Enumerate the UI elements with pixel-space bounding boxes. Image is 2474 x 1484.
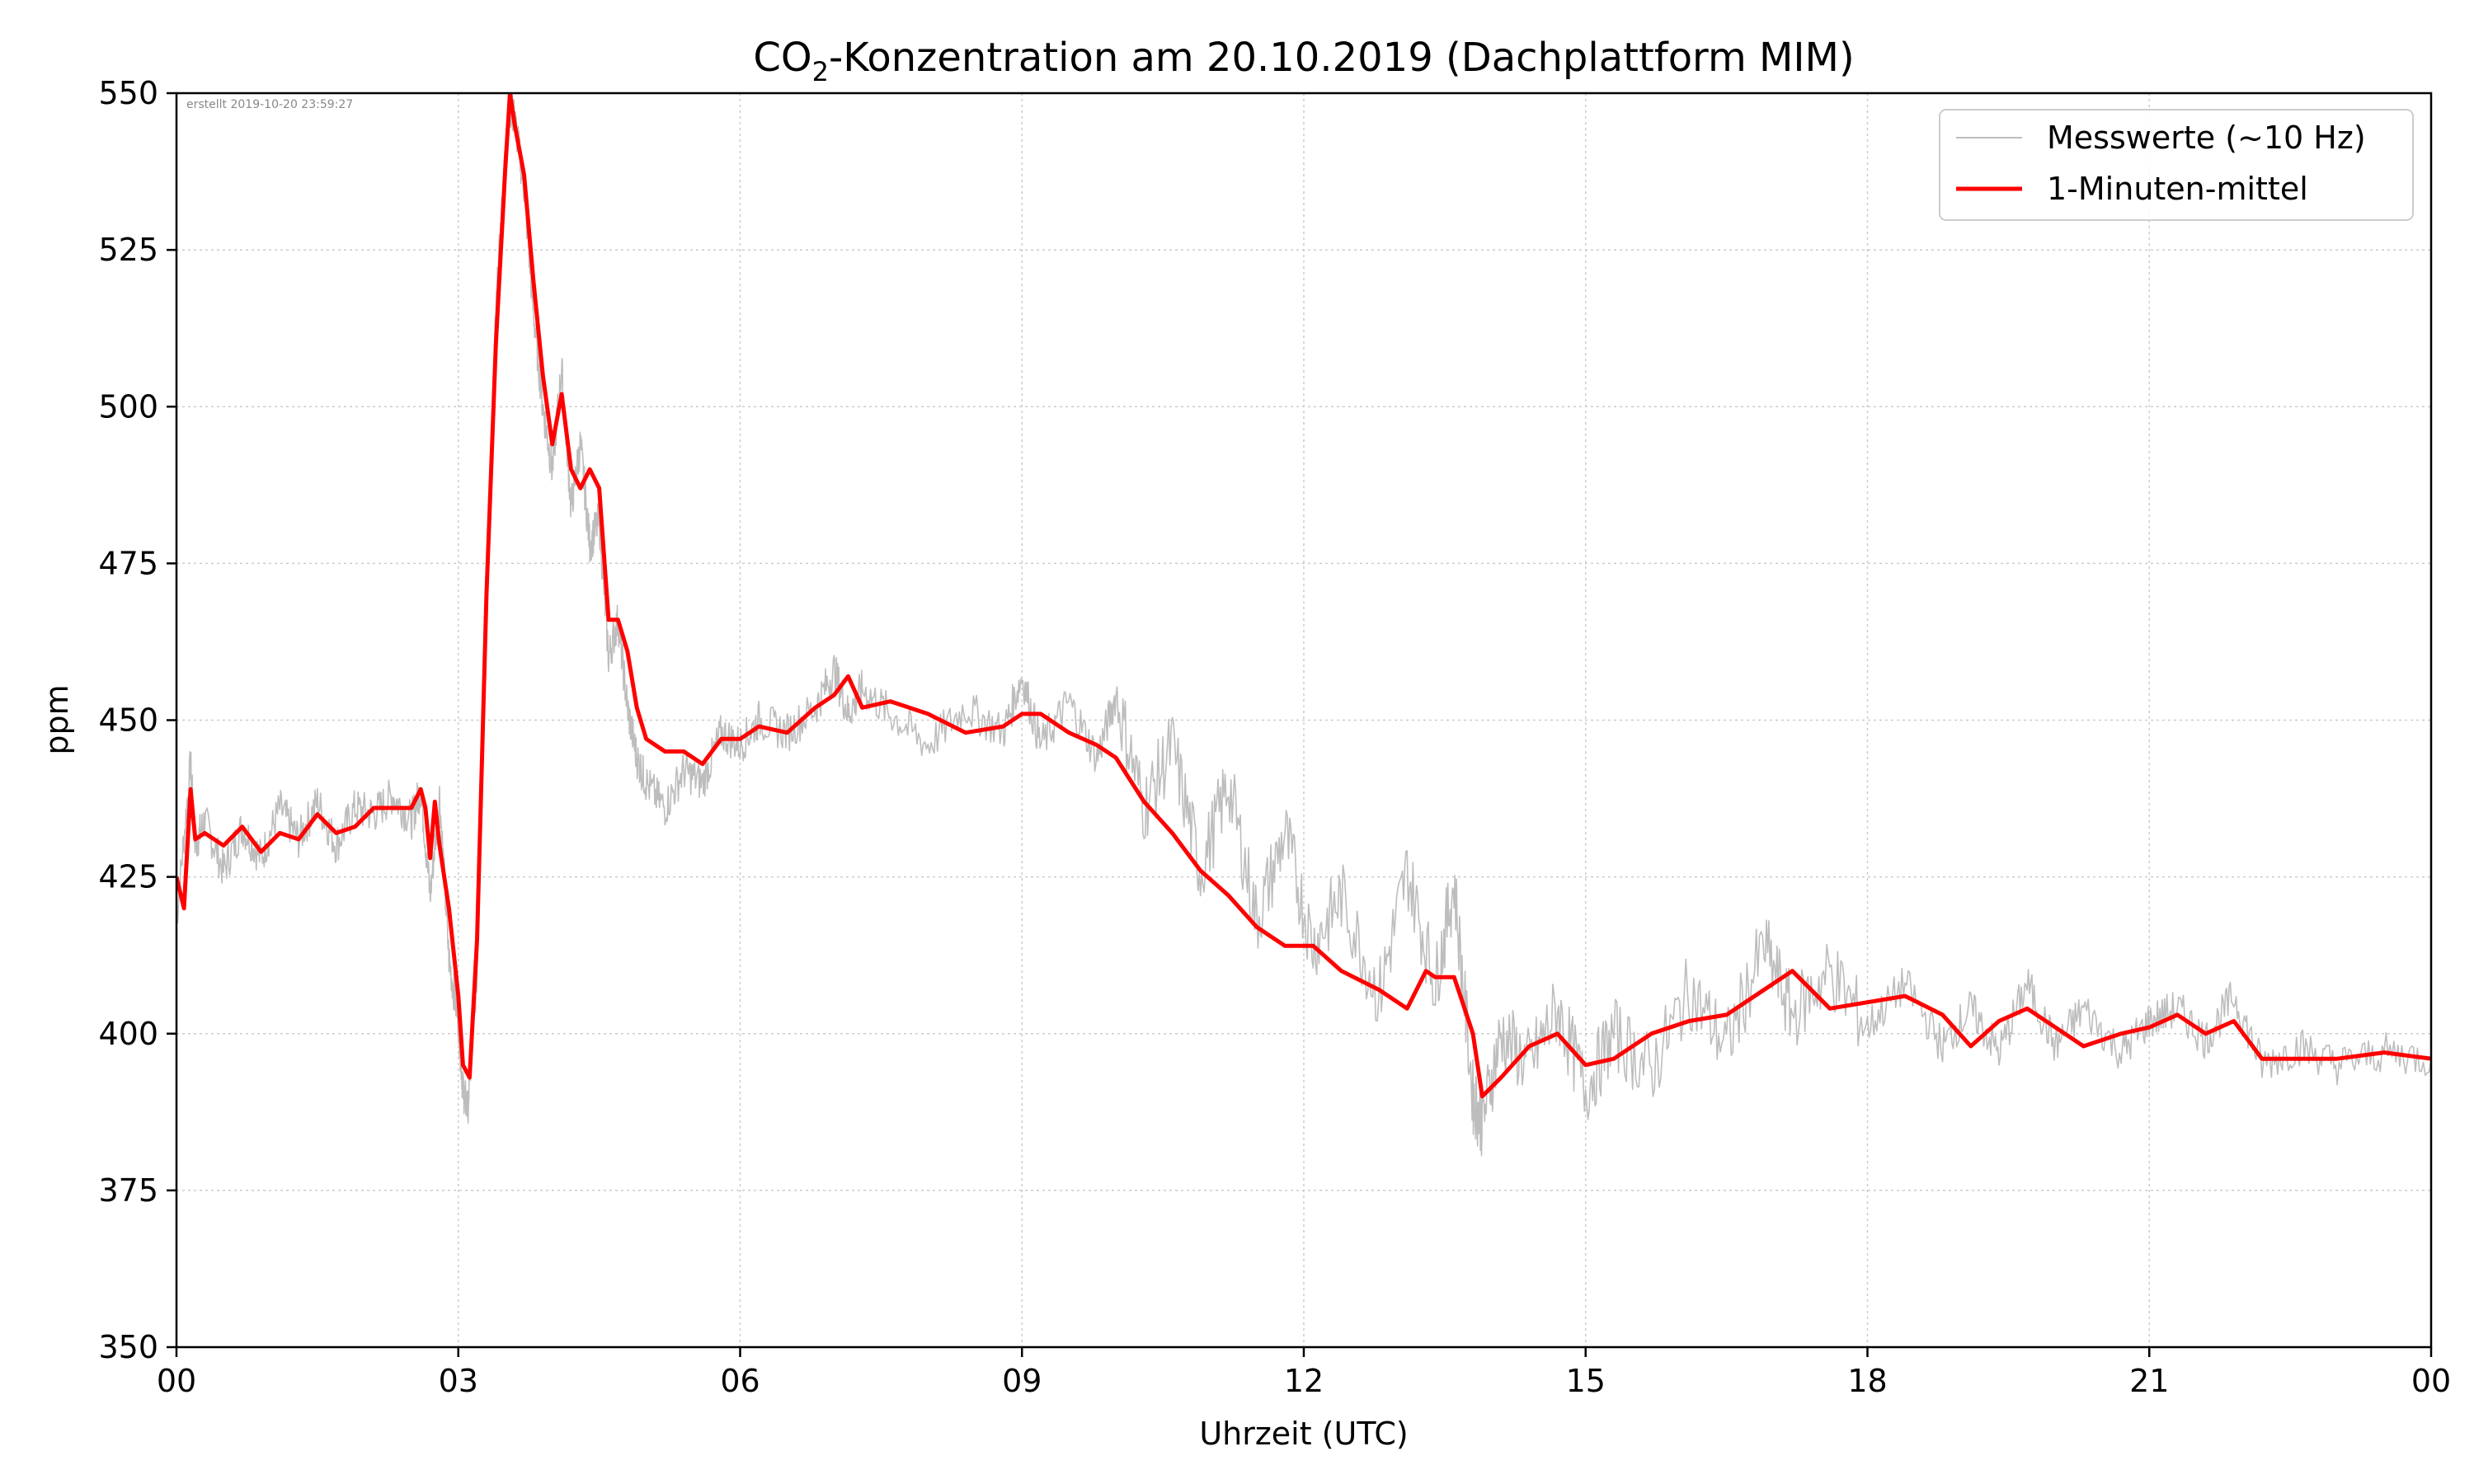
y-tick-label: 525 (98, 232, 158, 268)
title-subscript: 2 (812, 56, 829, 87)
y-tick-label: 400 (98, 1016, 158, 1052)
x-tick-label: 15 (1566, 1363, 1606, 1399)
x-tick-label: 12 (1284, 1363, 1324, 1399)
plot-area (176, 93, 2431, 1157)
y-tick-label: 450 (98, 702, 158, 739)
gridlines (176, 93, 2431, 1347)
legend-box (1939, 109, 2414, 221)
legend: Messwerte (~10 Hz) 1-Minuten-mittel (1939, 109, 2414, 221)
x-tick-label: 03 (439, 1363, 478, 1399)
x-axis-title: Uhrzeit (UTC) (1199, 1416, 1408, 1452)
axis-ticks: 00 03 06 09 12 15 18 21 003503754004254504755005… (98, 75, 2451, 1399)
legend-label-messwerte: Messwerte (~10 Hz) (2047, 120, 2366, 156)
title-prefix: CO (753, 35, 811, 81)
x-tick-label: 18 (1847, 1363, 1887, 1399)
x-tick-label: 00 (2411, 1363, 2451, 1399)
y-tick-label: 425 (98, 859, 158, 895)
y-tick-label: 350 (98, 1329, 158, 1365)
y-axis-title: ppm (39, 684, 75, 754)
x-tick-label: 06 (720, 1363, 760, 1399)
y-tick-label: 375 (98, 1172, 158, 1209)
chart-title: CO2-Konzentration am 20.10.2019 (Dachpla… (753, 35, 1854, 87)
y-tick-label: 550 (98, 75, 158, 111)
series-line-1-minuten-mittel (176, 93, 2431, 1099)
legend-label-mittel: 1-Minuten-mittel (2047, 171, 2308, 207)
title-suffix: -Konzentration am 20.10.2019 (Dachplattf… (829, 35, 1855, 81)
y-tick-label: 475 (98, 545, 158, 581)
creation-timestamp: erstellt 2019-10-20 23:59:27 (186, 98, 353, 111)
x-tick-label: 00 (157, 1363, 196, 1399)
y-tick-label: 500 (98, 388, 158, 425)
x-tick-label: 09 (1002, 1363, 1042, 1399)
x-tick-label: 21 (2129, 1363, 2169, 1399)
